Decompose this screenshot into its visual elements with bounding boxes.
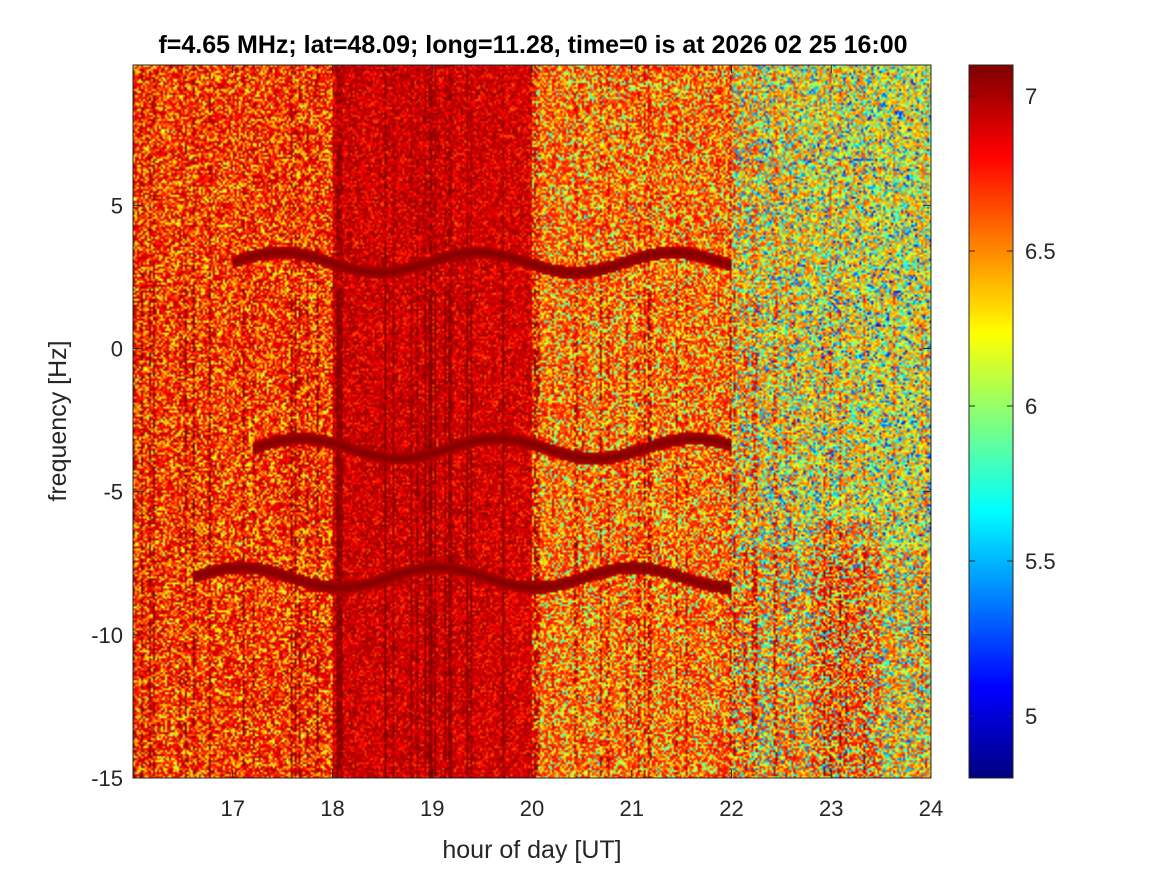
x-tick-label: 23 <box>819 796 843 821</box>
colorbar-tick-label: 5 <box>1025 704 1037 729</box>
x-tick-label: 18 <box>320 796 344 821</box>
y-tick-label: -10 <box>91 623 123 648</box>
x-axis-label: hour of day [UT] <box>442 836 621 864</box>
x-tick-label: 19 <box>420 796 444 821</box>
colorbar-tick-label: 5.5 <box>1025 549 1056 574</box>
x-tick-label: 24 <box>919 796 943 821</box>
spectrogram-heatmap <box>133 65 931 778</box>
x-tick-label: 20 <box>520 796 544 821</box>
colorbar-tick-label: 6 <box>1025 394 1037 419</box>
x-tick-label: 17 <box>221 796 245 821</box>
y-axis-label: frequency [Hz] <box>44 340 72 501</box>
colorbar-tick-label: 7 <box>1025 84 1037 109</box>
colorbar-ticks: 5 5.5 6 6.5 7 <box>969 84 1056 729</box>
chart-title: f=4.65 MHz; lat=48.09; long=11.28, time=… <box>158 31 907 59</box>
y-tick-label: -15 <box>91 766 123 791</box>
y-tick-label: 0 <box>111 336 123 361</box>
colorbar-tick-label: 6.5 <box>1025 239 1056 264</box>
colorbar-gradient <box>969 65 1013 778</box>
y-axis-ticks: -15 -10 -5 0 5 <box>91 193 931 791</box>
y-tick-label: -5 <box>103 480 123 505</box>
x-axis-ticks: 17 18 19 20 21 22 23 24 <box>221 65 943 821</box>
y-tick-label: 5 <box>111 193 123 218</box>
x-tick-label: 22 <box>719 796 743 821</box>
colorbar-frame <box>968 64 1014 779</box>
x-tick-label: 21 <box>620 796 644 821</box>
